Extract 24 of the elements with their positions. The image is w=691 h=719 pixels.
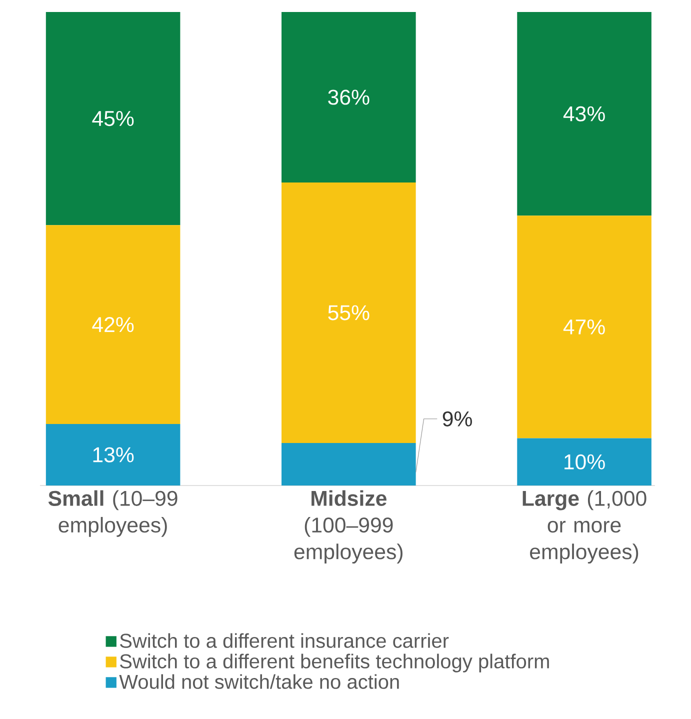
data-label: 10% <box>564 454 605 470</box>
bar <box>517 438 652 486</box>
legend-label: Would not switch/take no action <box>119 674 399 689</box>
data-label: 9% <box>442 411 472 426</box>
data-label: 47% <box>563 319 605 334</box>
data-label: 42% <box>92 317 134 332</box>
legend-label: Switch to a different insurance carrier <box>120 633 449 648</box>
data-label: 43% <box>563 106 605 122</box>
bar <box>46 12 180 226</box>
bar <box>282 182 416 443</box>
bar <box>46 424 180 486</box>
bar <box>517 12 652 216</box>
data-label: 55% <box>328 305 370 320</box>
legend-label: Switch to a different benefits technology platform <box>120 654 549 672</box>
data-label: 45% <box>92 111 134 126</box>
data-label: 36% <box>328 90 370 105</box>
bar <box>282 12 416 182</box>
bar <box>517 216 652 438</box>
bar <box>46 225 180 424</box>
x-tick-label: Midsize (100–999 employees) <box>294 490 402 564</box>
data-label: 13% <box>93 447 134 462</box>
x-tick-label: Small (10–99 employees) <box>48 490 178 537</box>
x-tick-label: Large (1,000 or more employees) <box>522 490 646 564</box>
bar <box>282 442 416 486</box>
